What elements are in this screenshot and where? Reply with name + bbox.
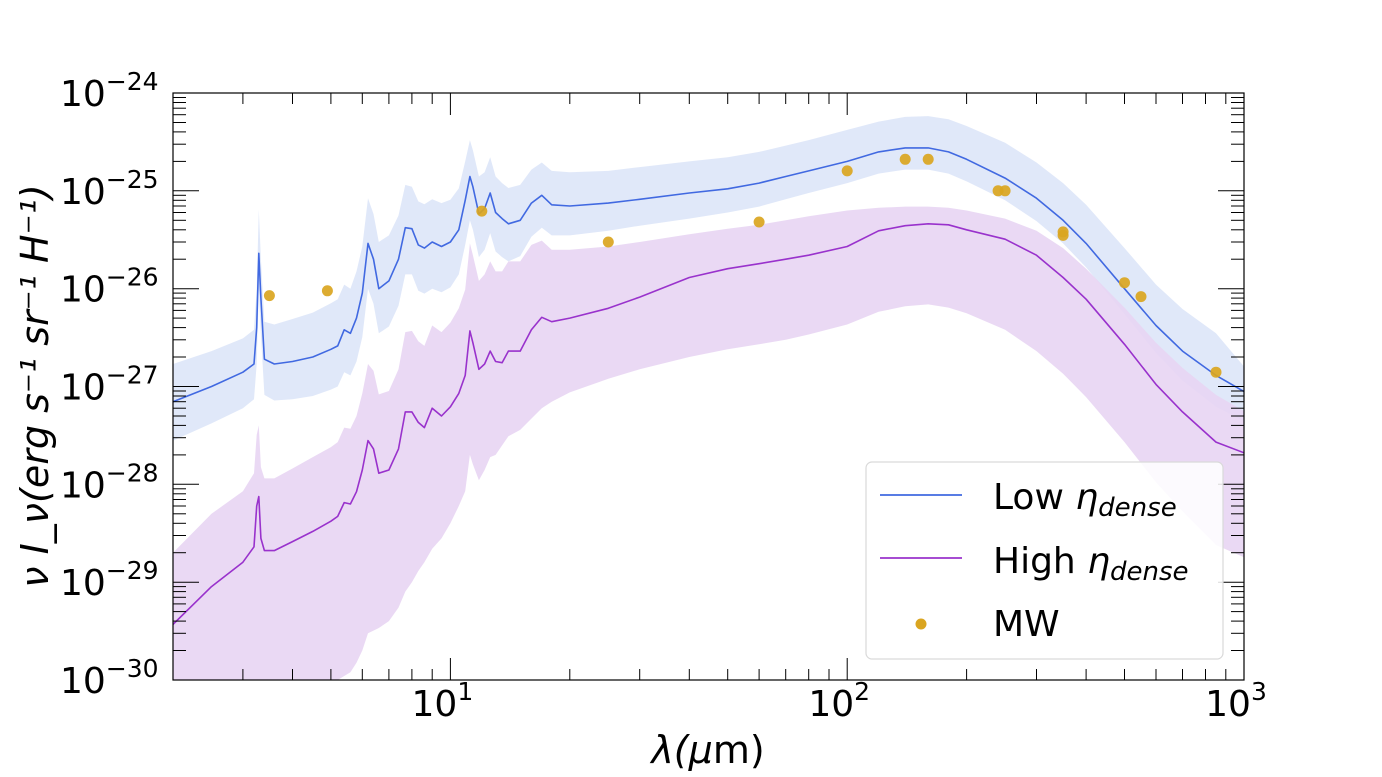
mw-point [899,153,911,165]
mw-point [263,290,275,302]
y-tick-label: 10−30 [60,654,159,702]
mw-point [321,285,333,297]
y-tick-label: 10−24 [60,67,159,115]
x-tick-label: 102 [808,677,870,725]
y-tick-label: 10−26 [60,263,159,311]
legend-label-high-main: High [993,541,1087,582]
legend-label-low: Low ηdense [993,477,1177,523]
x-axis-title: λ(μm) [649,728,764,772]
y-axis-title: ν I_ν(erg s⁻¹ sr⁻¹ H⁻¹) [13,184,57,587]
legend-marker-mw [915,618,927,630]
mw-point [1135,291,1147,303]
mw-point [1210,366,1222,378]
mw-point [999,185,1011,197]
mw-point [753,216,765,228]
legend-label-mw: MW [993,604,1060,645]
y-tick-label: 10−29 [60,556,159,604]
x-tick-label: 103 [1205,677,1267,725]
series-line-low [173,147,1244,403]
x-axis-title-mu: μ [688,728,713,772]
legend-label-low-main: Low [993,477,1075,518]
mw-point [1057,229,1069,241]
legend-label-high-sub: dense [1110,557,1189,587]
band-low [173,116,1244,441]
series-line-high [173,223,1244,625]
mw-point [922,153,934,165]
mw-point [841,165,853,177]
mw-point [476,205,488,217]
y-tick-label: 10−25 [60,165,159,213]
x-axis-title-base: λ( [649,728,690,772]
x-tick-label: 101 [412,677,474,725]
legend: Low ηdense High ηdense MW [865,461,1224,660]
band-high [173,206,1244,680]
legend-frame [865,461,1224,660]
legend-label-low-sub: dense [1098,493,1177,523]
mw-point [1119,277,1130,289]
y-tick-label: 10−27 [60,361,159,409]
mw-point [602,236,614,248]
legend-label-high: High ηdense [993,541,1189,587]
x-axis-title-rest: m) [713,728,765,772]
legend-label-low-eta: η [1075,477,1098,518]
y-tick-label: 10−28 [60,458,159,506]
legend-label-high-eta: η [1087,541,1110,582]
